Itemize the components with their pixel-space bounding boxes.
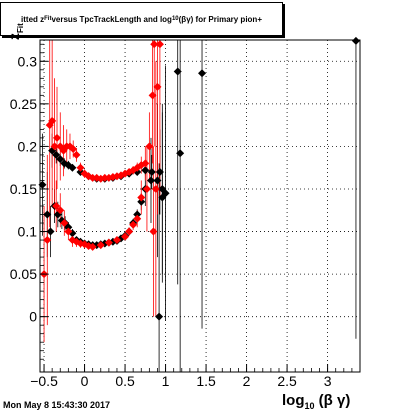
data-point-red	[153, 82, 162, 91]
y-tick-label: 0.3	[18, 53, 38, 69]
x-label-sub: 10	[304, 401, 315, 411]
y-tick-label: 0.25	[10, 96, 37, 112]
data-point-black	[141, 166, 150, 175]
x-tick-label: 1.5	[196, 373, 216, 389]
data-point-black	[147, 167, 156, 176]
error-bars	[42, 40, 357, 372]
y-label-main: z	[6, 33, 22, 40]
data-point-red	[88, 173, 97, 182]
title-part-2: Fit	[44, 16, 52, 22]
data-point-black	[52, 150, 61, 159]
timestamp: Mon May 8 15:43:30 2017	[3, 400, 111, 410]
x-tick-label: −0.5	[30, 373, 58, 389]
data-point-red	[69, 144, 78, 153]
data-point-black	[173, 67, 182, 76]
data-point-black	[133, 210, 142, 219]
data-points	[38, 36, 360, 321]
data-point-red	[121, 232, 130, 241]
data-point-red	[125, 227, 134, 236]
y-tick-label: 0.1	[18, 224, 38, 240]
y-label-sub: Fit	[15, 23, 25, 33]
title-part-4: 10	[171, 16, 179, 22]
data-point-red	[72, 150, 81, 159]
data-point-red	[129, 220, 138, 229]
title-part-1: itted z	[21, 14, 45, 24]
x-tick-label: 0	[81, 373, 89, 389]
data-point-black	[56, 155, 65, 164]
data-point-red	[56, 206, 65, 215]
title-part-5: (βγ) for Primary pion+	[178, 14, 262, 24]
plot-frame	[39, 39, 361, 373]
data-point-black	[137, 197, 146, 206]
data-point-red	[50, 142, 59, 151]
x-axis-label: log10 (β γ)	[282, 392, 350, 411]
data-point-black	[43, 210, 52, 219]
data-point-red	[133, 214, 142, 223]
y-tick-label: 0	[29, 309, 37, 325]
data-point-red	[142, 184, 151, 193]
ticks: −0.5 0 0.5 1 1.5 2 2.5 3 0 0.05 0.1 0.15 0.2 0.25 0.3	[10, 43, 353, 389]
title-part-3: versus TpcTrackLength and log	[51, 14, 172, 24]
data-point-red	[112, 236, 121, 245]
data-point-red	[148, 91, 157, 100]
data-point-red	[88, 242, 97, 251]
grid	[40, 40, 360, 372]
data-point-red	[48, 116, 57, 125]
x-tick-label: 2.5	[277, 373, 297, 389]
data-point-black	[68, 163, 77, 172]
y-tick-label: 0.05	[10, 266, 37, 282]
y-tick-label: 0.2	[18, 138, 38, 154]
data-point-red	[43, 236, 52, 245]
data-point-red	[137, 193, 146, 202]
x-tick-label: 1	[162, 373, 170, 389]
data-point-red	[141, 159, 150, 168]
data-point-red	[64, 227, 73, 236]
data-point-black	[176, 149, 185, 158]
data-point-black	[351, 36, 360, 45]
data-point-black	[155, 312, 164, 321]
y-tick-label: 0.15	[10, 181, 37, 197]
y-axis-label: zFit	[6, 23, 25, 40]
data-point-red	[149, 227, 158, 236]
x-tick-label: 3	[324, 373, 332, 389]
x-tick-label: 0.5	[115, 373, 135, 389]
data-point-black	[146, 176, 155, 185]
data-point-black	[153, 176, 162, 185]
data-point-red	[76, 163, 85, 172]
data-point-black	[198, 69, 207, 78]
x-label-rest: (β γ)	[314, 392, 351, 409]
data-point-black	[64, 223, 73, 232]
data-point-black	[46, 227, 55, 236]
x-tick-label: 2	[243, 373, 251, 389]
data-point-black	[57, 216, 66, 225]
x-label-main: log	[282, 392, 305, 409]
data-point-red	[150, 40, 159, 49]
data-point-red	[151, 184, 160, 193]
data-point-red	[53, 133, 62, 142]
data-point-red	[60, 219, 69, 228]
data-point-red	[52, 202, 61, 210]
data-point-red	[96, 241, 105, 250]
data-point-red	[104, 238, 113, 247]
data-point-black	[161, 189, 170, 198]
data-point-black	[155, 167, 164, 176]
chart-title: itted z Fit versus TpcTrackLength and log…	[0, 2, 283, 36]
data-point-red	[145, 142, 154, 151]
data-point-red	[155, 40, 164, 49]
data-point-red	[100, 173, 109, 182]
